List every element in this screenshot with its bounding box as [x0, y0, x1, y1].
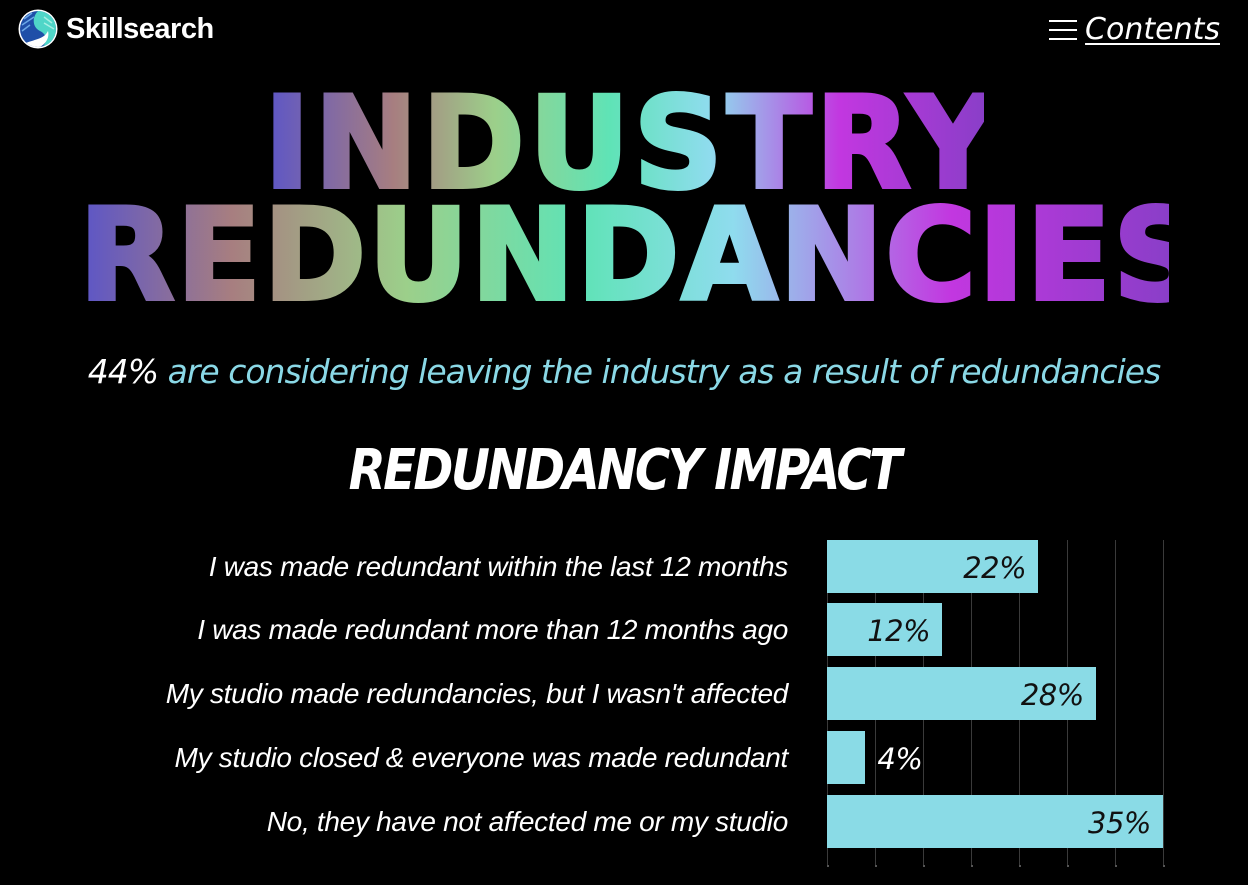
chart-row: I was made redundant within the last 12 … — [0, 540, 1248, 593]
subtitle-stat: 44% — [87, 352, 159, 391]
brand-logo[interactable]: Skillsearch — [18, 9, 214, 49]
bar-category-label: No, they have not affected me or my stud… — [266, 806, 789, 837]
chart-row: No, they have not affected me or my stud… — [0, 795, 1248, 848]
bar-category-label: I was made redundant within the last 12 … — [208, 551, 789, 582]
skillsearch-globe-logo-icon — [18, 9, 58, 49]
bar-value-label: 28% — [1020, 678, 1084, 712]
subtitle-text: are considering leaving the industry as … — [158, 352, 1162, 391]
hamburger-menu-icon — [1049, 17, 1078, 43]
axis-tick — [875, 865, 877, 867]
chart-row: My studio closed & everyone was made red… — [0, 731, 1248, 784]
axis-tick — [1067, 865, 1069, 867]
bar-category-label: My studio made redundancies, but I wasn'… — [165, 678, 789, 709]
bar-value-label: 35% — [1088, 806, 1151, 840]
contents-link[interactable]: Contents — [1085, 12, 1220, 47]
axis-tick — [1163, 865, 1165, 867]
bar-value-label: 22% — [963, 551, 1027, 585]
bar-value-label: 12% — [867, 614, 931, 648]
bar — [827, 667, 1096, 720]
title-line-1: INDUSTRY — [262, 70, 1002, 218]
bar-category-label: My studio closed & everyone was made red… — [174, 742, 789, 773]
axis-tick — [1019, 865, 1021, 867]
bar — [827, 603, 943, 656]
axis-tick — [971, 865, 973, 867]
chart-title: REDUNDANCY IMPACT — [348, 438, 902, 503]
title-line-2: REDUNDANCIES — [77, 182, 1205, 330]
hero-title: INDUSTRY REDUNDANCIES — [0, 70, 1248, 330]
bar — [827, 795, 1163, 848]
gridline — [1163, 540, 1164, 865]
bar — [827, 540, 1039, 593]
bar-value-label: 4% — [877, 742, 923, 776]
contents-menu-button[interactable]: Contents — [1049, 12, 1220, 47]
gridline — [1115, 540, 1116, 865]
chart-row: I was made redundant more than 12 months… — [0, 603, 1248, 656]
hero-subtitle: 44% are considering leaving the industry… — [0, 352, 1248, 391]
axis-tick — [923, 865, 925, 867]
axis-tick — [827, 865, 829, 867]
chart-row: My studio made redundancies, but I wasn'… — [0, 667, 1248, 720]
redundancy-impact-bar-chart: I was made redundant within the last 12 … — [0, 530, 1248, 885]
brand-name: Skillsearch — [66, 12, 214, 45]
bar-category-label: I was made redundant more than 12 months… — [197, 614, 788, 645]
axis-tick — [1115, 865, 1117, 867]
bar — [827, 731, 866, 784]
